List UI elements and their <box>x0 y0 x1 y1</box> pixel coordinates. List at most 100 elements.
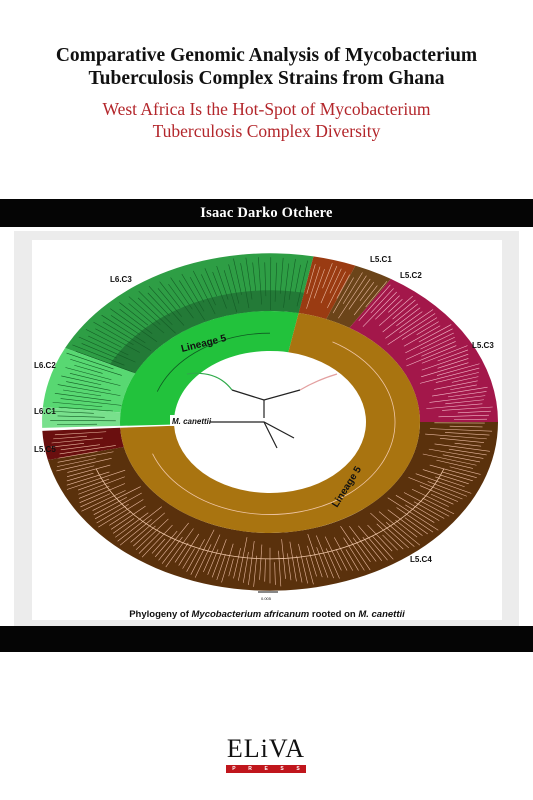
tree-branch <box>382 534 398 551</box>
tree-branch <box>415 473 472 494</box>
tagline-letter: S <box>280 766 284 772</box>
tree-branch <box>159 281 181 308</box>
tree-branch <box>411 488 449 507</box>
tree-branch <box>51 410 94 414</box>
tree-branch <box>56 457 112 472</box>
tree-branch <box>264 262 267 297</box>
tree-branch <box>359 282 375 302</box>
tree-branch <box>288 258 296 300</box>
tree-branch <box>437 358 469 369</box>
publisher-logo: ELiVA P R E S S <box>216 736 316 776</box>
tree-branch <box>151 538 166 554</box>
tree-branch <box>333 537 354 571</box>
tree-branch <box>238 537 248 581</box>
tree-branch <box>50 419 116 422</box>
tree-branch <box>128 296 161 325</box>
tree-branch <box>233 258 242 295</box>
tree-branch <box>450 384 477 391</box>
tree-branch <box>322 263 333 289</box>
tree-branch <box>335 548 348 571</box>
tree-branch <box>240 263 250 309</box>
tree-branch <box>66 464 111 477</box>
tree-branch <box>432 386 488 397</box>
tree-branch <box>77 478 110 491</box>
tree-branch <box>204 268 217 297</box>
tree-branch <box>445 399 484 405</box>
tree-branch <box>403 325 441 347</box>
tree-branch <box>421 341 456 357</box>
tree-branch <box>110 315 141 336</box>
tree-branch <box>385 311 423 339</box>
tree-branch <box>451 376 479 383</box>
tree-branch <box>421 362 469 378</box>
tree-branch <box>102 321 152 352</box>
tree-branch <box>95 328 140 353</box>
tree-branch <box>352 537 371 562</box>
tree-branch <box>387 313 436 345</box>
tree-branch <box>376 523 404 550</box>
tree-branch <box>158 522 189 561</box>
root-label-box <box>170 415 210 426</box>
tree-branch <box>438 414 490 418</box>
tagline-letter: S <box>296 766 300 772</box>
lineage-band-l5 <box>120 313 420 533</box>
tree-center <box>175 356 365 488</box>
tree-branch <box>66 381 111 391</box>
tree-branch <box>305 557 314 585</box>
tree-branch <box>403 492 450 517</box>
tree-branch <box>425 433 487 440</box>
tree-branch <box>324 536 342 571</box>
tree-branch <box>283 263 290 308</box>
tree-branch <box>93 497 128 515</box>
tree-branch <box>280 257 284 294</box>
tree-branch <box>264 559 266 582</box>
clade-label-l5-c1: L5.C1 <box>370 255 392 264</box>
tree-branch <box>437 349 469 362</box>
tree-branch <box>316 535 334 579</box>
tree-branch <box>182 548 195 569</box>
tree-branch <box>252 262 257 291</box>
tree-branch <box>420 332 454 350</box>
tree-branch <box>57 423 98 426</box>
tree-branch <box>57 415 105 418</box>
tree-branch <box>79 483 126 503</box>
tree-branch <box>449 425 483 428</box>
tree-branch <box>345 549 359 571</box>
tree-branch <box>428 448 484 459</box>
tree-branch <box>178 533 200 566</box>
publisher-tagline: P R E S S <box>226 765 306 773</box>
tree-branch <box>442 406 493 411</box>
tree-branch <box>370 512 409 549</box>
tree-branch <box>372 536 394 560</box>
tree-branch <box>78 336 136 363</box>
tree-branch <box>306 266 321 309</box>
tree-branch <box>349 526 377 562</box>
root-branches <box>186 372 338 449</box>
tree-branch <box>395 519 418 538</box>
tree-branch <box>81 490 126 512</box>
tree-branch <box>53 435 88 440</box>
tree-branch <box>313 269 325 299</box>
tree-branch <box>186 539 205 572</box>
tree-branch <box>61 375 102 386</box>
tree-branch <box>413 501 445 519</box>
tree-branch <box>189 277 205 303</box>
caption-root: M. canettii <box>358 609 405 620</box>
tree-branch <box>96 504 129 524</box>
figure-caption: Phylogeny of Mycobacterium africanum roo… <box>32 609 502 620</box>
tree-branch <box>447 391 487 398</box>
tree-branch <box>194 544 212 578</box>
tree-branch <box>340 525 371 571</box>
clade-inner-l6-c3 <box>110 290 304 374</box>
tree-branch <box>216 554 226 581</box>
tree-branch <box>137 297 176 334</box>
tree-branch <box>396 307 421 327</box>
tree-branch <box>416 321 439 335</box>
tree-branch <box>419 485 459 502</box>
title-line-1: Comparative Genomic Analysis of Mycobact… <box>55 45 478 66</box>
tree-branch <box>422 497 455 515</box>
tree-branch <box>419 367 480 384</box>
tree-branch <box>434 380 478 390</box>
tree-branch <box>387 497 439 531</box>
clade-arc-l5-c4 <box>47 422 498 591</box>
